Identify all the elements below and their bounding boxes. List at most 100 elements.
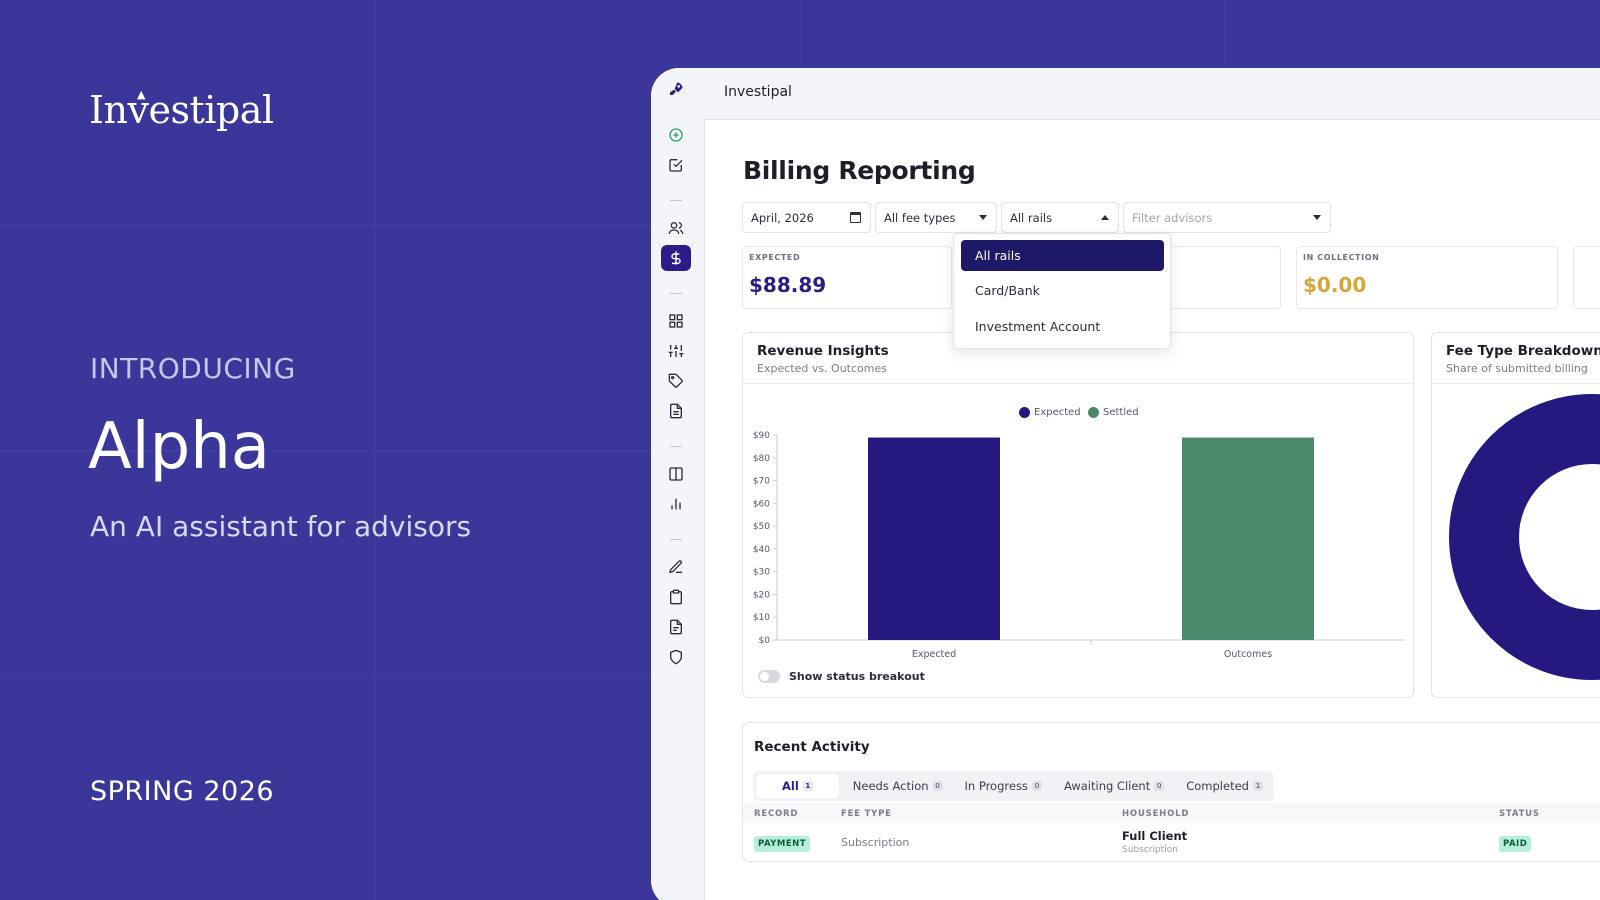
app-title: Investipal (724, 84, 792, 100)
kpi-in-collection: IN COLLECTION $0.00 (1296, 246, 1558, 309)
rail-separator (670, 446, 682, 447)
bar-chart-icon[interactable] (661, 491, 691, 517)
pen-icon[interactable] (661, 554, 691, 580)
card-divider (743, 383, 1413, 384)
card-title: Fee Type Breakdown (1446, 343, 1600, 359)
rail-separator (670, 200, 682, 201)
y-tick-label: $70 (753, 477, 770, 487)
record-badge: PAYMENT (754, 836, 811, 852)
legend-item-expected: Expected (1019, 407, 1081, 418)
legend-swatch (1088, 407, 1099, 418)
y-tick-label: $20 (753, 590, 770, 600)
tab-in-progress[interactable]: In Progress 0 (957, 774, 1050, 798)
grid-icon[interactable] (661, 308, 691, 334)
file-text-icon[interactable] (661, 614, 691, 640)
donut-slice (1449, 394, 1600, 680)
fee-type-cell: Subscription (841, 836, 910, 849)
household-subtitle: Subscription (1122, 845, 1178, 855)
rail-separator (670, 539, 682, 540)
fee-type-breakdown-card: Fee Type Breakdown Share of submitted bi… (1431, 332, 1600, 698)
kpi-partial (1573, 246, 1600, 309)
intro-label: INTRODUCING (90, 352, 296, 385)
table-header: RECORD FEE TYPE HOUSEHOLD STATUS (743, 803, 1600, 823)
revenue-bar-chart: $0 $10 $20 $30 $40 $50 $60 $70 $80 $90 Expected Out… (753, 431, 1405, 660)
legend-item-settled: Settled (1088, 407, 1139, 418)
x-tick-label: Expected (912, 649, 956, 660)
recent-activity-card: Recent Activity All 1 Needs Action 0 In Pr… (742, 722, 1600, 862)
household-cell: Full Client (1122, 829, 1188, 843)
topbar-divider (704, 119, 1600, 120)
y-tick-label: $0 (759, 636, 771, 646)
legend-label: Settled (1103, 407, 1139, 418)
kpi-expected: EXPECTED $88.89 (742, 246, 952, 309)
status-breakout-toggle[interactable] (758, 670, 780, 683)
month-value: April, 2026 (751, 210, 814, 225)
kpi-label: EXPECTED (749, 253, 801, 262)
users-icon[interactable] (661, 215, 691, 241)
shield-icon[interactable] (661, 644, 691, 670)
tab-label: Needs Action (852, 779, 929, 793)
sliders-icon[interactable] (661, 338, 691, 364)
advisor-filter[interactable]: Filter advisors (1123, 202, 1331, 233)
tab-awaiting-client[interactable]: Awaiting Client 0 (1056, 774, 1172, 798)
card-subtitle: Share of submitted billing (1446, 362, 1588, 375)
tab-label: Completed (1186, 779, 1249, 793)
tab-label: In Progress (964, 779, 1028, 793)
y-tick-label: $80 (753, 454, 770, 464)
chevron-down-icon (979, 215, 987, 220)
card-title: Recent Activity (754, 739, 870, 755)
tab-needs-action[interactable]: Needs Action 0 (845, 774, 951, 798)
headline: Alpha (88, 410, 270, 484)
dropdown-option-card-bank[interactable]: Card/Bank (975, 283, 1040, 298)
month-picker[interactable]: April, 2026 (742, 202, 871, 233)
page-title: Billing Reporting (743, 156, 976, 185)
tab-label: All (782, 779, 799, 793)
tab-count: 0 (1031, 781, 1042, 791)
status-badge: PAID (1499, 836, 1532, 852)
calendar-icon (850, 212, 861, 223)
tagline: An AI assistant for advisors (90, 510, 472, 543)
x-tick-label: Outcomes (1224, 649, 1272, 660)
chevron-up-icon (1101, 215, 1109, 220)
column-header: FEE TYPE (841, 809, 892, 819)
app-window: Investipal Billing Reporting April, 2026… (651, 68, 1600, 900)
dollar-icon[interactable] (661, 245, 691, 271)
tab-all[interactable]: All 1 (756, 774, 839, 798)
dropdown-option-all-rails[interactable]: All rails (961, 240, 1164, 271)
clipboard-icon[interactable] (661, 584, 691, 610)
main-content: Billing Reporting April, 2026 All fee ty… (704, 120, 1600, 900)
card-subtitle: Expected vs. Outcomes (757, 362, 887, 375)
kpi-hidden (1171, 246, 1281, 309)
y-tick-label: $30 (753, 568, 770, 578)
rails-select[interactable]: All rails (1001, 202, 1119, 233)
brand-rocket-icon: ▲ (137, 88, 146, 101)
rails-dropdown-menu: All rails Card/Bank Investment Account (953, 233, 1171, 349)
bar-expected (868, 437, 1000, 640)
check-square-icon[interactable] (661, 152, 691, 178)
y-tick-label: $10 (753, 613, 770, 623)
brand-logo: Investipal (89, 88, 274, 132)
advisor-filter-placeholder: Filter advisors (1132, 210, 1213, 225)
tab-count: 1 (802, 781, 813, 791)
columns-icon[interactable] (661, 461, 691, 487)
y-tick-label: $40 (753, 545, 770, 555)
activity-tabs: All 1 Needs Action 0 In Progress 0 Awaiting… (753, 771, 1274, 801)
document-icon[interactable] (661, 398, 691, 424)
toggle-label: Show status breakout (789, 670, 925, 683)
fee-type-select[interactable]: All fee types (875, 202, 997, 233)
table-row[interactable]: PAYMENT Subscription Full Client Subscri… (743, 823, 1600, 861)
rails-value: All rails (1010, 210, 1053, 225)
tab-label: Awaiting Client (1063, 779, 1151, 793)
bar-settled (1182, 437, 1314, 640)
fee-type-value: All fee types (884, 210, 956, 225)
plus-circle-icon[interactable] (661, 122, 691, 148)
dropdown-option-investment-account[interactable]: Investment Account (975, 319, 1101, 334)
y-tick-label: $60 (753, 499, 770, 509)
tab-completed[interactable]: Completed 1 (1178, 774, 1271, 798)
rocket-logo-icon[interactable] (661, 76, 691, 102)
legend-label: Expected (1034, 407, 1081, 418)
bg-grid-line (374, 0, 375, 900)
y-tick-label: $90 (753, 431, 770, 441)
tag-icon[interactable] (661, 368, 691, 394)
card-divider (1432, 383, 1600, 384)
